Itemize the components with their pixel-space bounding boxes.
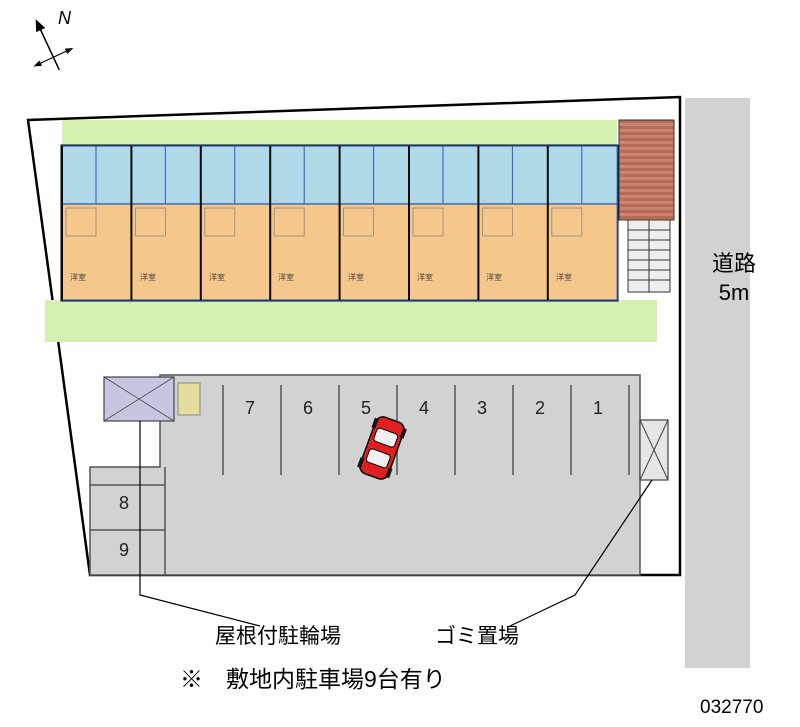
doc-number: 032770 xyxy=(700,697,763,719)
parking-num-1: 1 xyxy=(593,398,603,419)
stairs-icon xyxy=(628,220,670,292)
road-band xyxy=(685,98,750,668)
parking-num-8: 8 xyxy=(119,493,129,514)
room-label-2: 洋室 xyxy=(140,272,156,283)
parking-num-5: 5 xyxy=(361,398,371,419)
room-label-7: 洋室 xyxy=(486,272,502,283)
parking-num-6: 6 xyxy=(303,398,313,419)
room-label-6: 洋室 xyxy=(417,272,433,283)
room-label-5: 洋室 xyxy=(348,272,364,283)
parking-num-3: 3 xyxy=(477,398,487,419)
grass-mid xyxy=(45,300,657,342)
parking-num-2: 2 xyxy=(535,398,545,419)
parking-num-9: 9 xyxy=(119,540,129,561)
bike-shed-label: 屋根付駐輪場 xyxy=(215,620,341,650)
garbage-label: ゴミ置場 xyxy=(435,620,519,650)
compass-n-label: N xyxy=(58,8,71,29)
road-label-line2: 5m xyxy=(712,279,756,308)
room-label-3: 洋室 xyxy=(209,272,225,283)
road-label: 道路 5m xyxy=(712,250,756,307)
parking-num-4: 4 xyxy=(419,398,429,419)
parking-num-7: 7 xyxy=(245,398,255,419)
parking-note: ※ 敷地内駐車場9台有り xyxy=(180,660,446,694)
road-label-line1: 道路 xyxy=(712,250,756,279)
bike-shed-icon xyxy=(104,377,200,421)
room-label-1: 洋室 xyxy=(70,272,86,283)
garbage-spot-icon xyxy=(640,420,668,480)
site-plan-canvas xyxy=(0,0,800,727)
brick-area xyxy=(619,120,674,220)
room-label-4: 洋室 xyxy=(278,272,294,283)
room-label-8: 洋室 xyxy=(556,272,572,283)
